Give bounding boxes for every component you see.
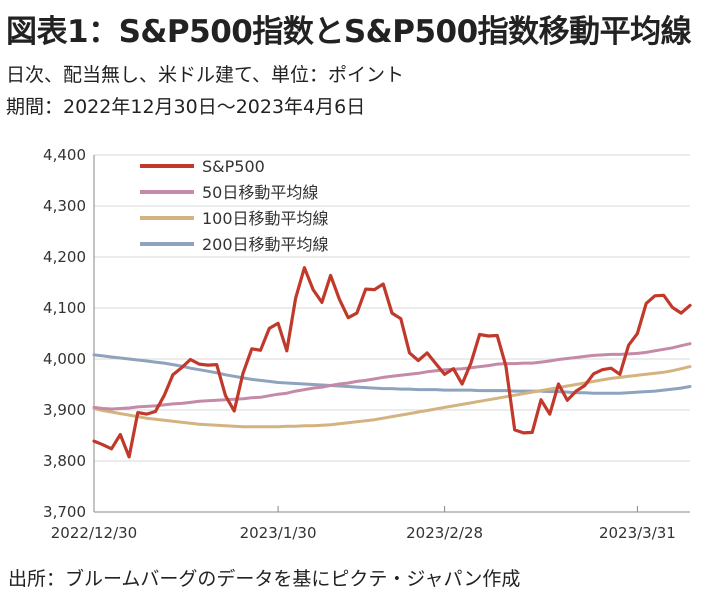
y-tick-label: 4,300 [43,197,86,215]
line-chart: 4,400 4,300 4,200 4,100 4,000 3,900 3,800 3,700… [43,146,692,542]
y-tick-label: 4,100 [43,299,86,317]
series-line-1 [92,342,692,411]
chart-title: 図表1：S&P500指数とS&P500指数移動平均線 [6,14,692,50]
chart-subtitle-units: 日次、配当無し、米ドル建て、単位：ポイント [6,64,405,86]
series-line-2 [92,365,692,429]
y-tick-label: 4,000 [43,350,86,368]
y-tick-label: 3,700 [43,503,86,521]
x-tick-label: 2022/12/30 [51,524,137,542]
legend-label: 100日移動平均線 [202,209,329,228]
legend-label: 50日移動平均線 [202,183,318,202]
x-tick-label: 2023/3/31 [599,524,676,542]
legend-label: S&P500 [202,157,265,176]
y-tick-label: 4,200 [43,248,86,266]
series-line-0 [92,266,692,459]
series-line-3 [92,353,692,395]
x-tick-label: 2023/1/30 [240,524,317,542]
chart-subtitle-period: 期間：2022年12月30日～2023年4月6日 [6,96,366,118]
legend-label: 200日移動平均線 [202,235,329,254]
y-tick-label: 4,400 [43,146,86,164]
x-tick-label: 2023/2/28 [406,524,483,542]
y-tick-label: 3,900 [43,401,86,419]
chart-source-note: 出所：ブルームバーグのデータを基にピクテ・ジャパン作成 [8,568,521,590]
y-tick-label: 3,800 [43,452,86,470]
